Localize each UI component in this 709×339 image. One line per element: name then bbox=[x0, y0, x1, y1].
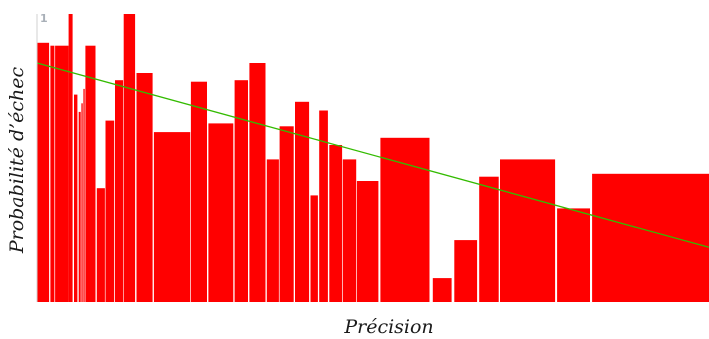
bars-group bbox=[37, 14, 709, 303]
bar-20 bbox=[266, 159, 279, 302]
bar-26 bbox=[342, 159, 357, 302]
bar-7 bbox=[81, 103, 83, 302]
bar-28 bbox=[380, 137, 430, 302]
bar-1 bbox=[37, 42, 50, 303]
bar-14 bbox=[136, 73, 153, 302]
bar-8 bbox=[83, 88, 85, 303]
bar-33 bbox=[557, 208, 590, 302]
x-axis-title: Précision bbox=[343, 316, 433, 338]
bar-4 bbox=[68, 14, 73, 302]
bar-18 bbox=[234, 80, 248, 302]
y-tick-label: 1 bbox=[40, 12, 48, 25]
bar-12 bbox=[115, 80, 124, 302]
bar-11 bbox=[105, 120, 115, 302]
bar-13 bbox=[123, 14, 136, 302]
bar-21 bbox=[279, 126, 294, 302]
bar-19 bbox=[249, 63, 266, 302]
y-axis-title: Probabilité d’échec bbox=[6, 66, 28, 254]
bar-17 bbox=[208, 123, 234, 303]
bar-32 bbox=[500, 159, 556, 302]
bar-27 bbox=[356, 181, 379, 302]
bar-34 bbox=[592, 173, 709, 302]
bar-2 bbox=[50, 45, 55, 302]
bar-3 bbox=[55, 45, 69, 302]
bar-30 bbox=[454, 240, 478, 302]
trend-line bbox=[36, 62, 709, 248]
bar-15 bbox=[153, 132, 191, 302]
bar-9 bbox=[85, 45, 96, 302]
bar-22 bbox=[295, 101, 310, 302]
bar-23 bbox=[310, 195, 318, 302]
bar-25 bbox=[329, 145, 343, 302]
bar-10 bbox=[96, 188, 105, 302]
bar-29 bbox=[432, 278, 452, 302]
bar-31 bbox=[479, 176, 499, 302]
bar-16 bbox=[190, 81, 207, 302]
bar-24 bbox=[319, 110, 328, 302]
bar-6 bbox=[78, 111, 81, 303]
bar-5 bbox=[74, 94, 78, 302]
